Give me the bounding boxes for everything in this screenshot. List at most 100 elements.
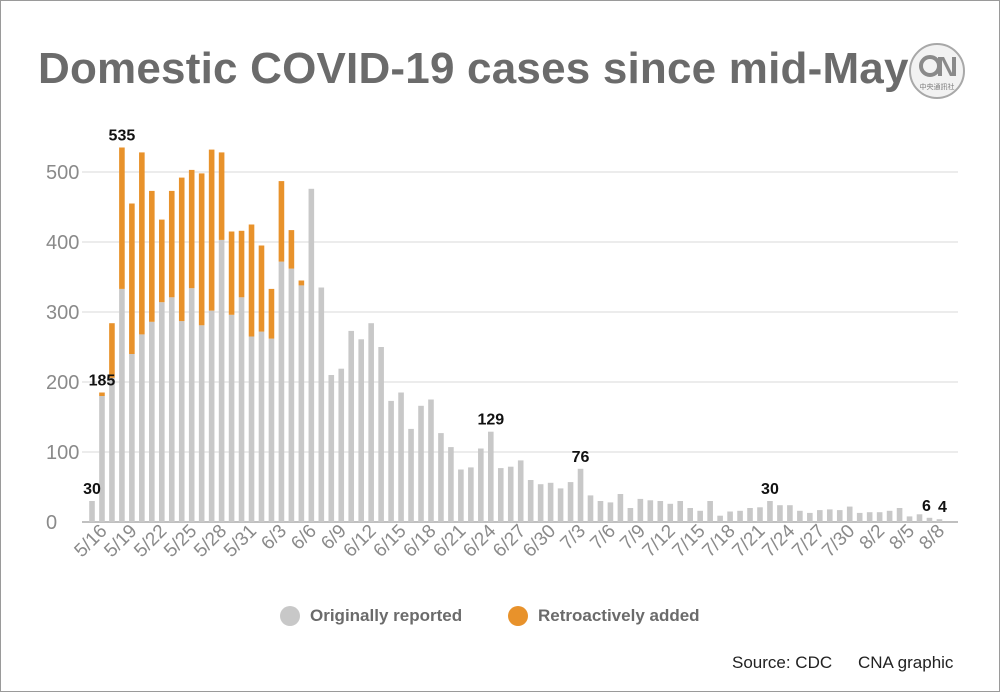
bar-originally-reported [767, 501, 773, 522]
bar-originally-reported [178, 321, 185, 522]
bar-originally-reported [637, 498, 644, 522]
bar-originally-reported [99, 396, 105, 522]
bar-originally-reported [557, 488, 564, 522]
bar-retroactively-added [168, 190, 175, 298]
bar-originally-reported [378, 347, 384, 522]
bar-originally-reported [149, 321, 155, 522]
bar-retroactively-added [248, 224, 255, 337]
bar-retroactively-added [298, 280, 305, 286]
bar-originally-reported [737, 510, 743, 522]
bar-originally-reported [567, 482, 574, 522]
x-tick-label: 6/3 [257, 521, 291, 555]
source-note: Source: CDC [732, 653, 833, 672]
legend-label: Originally reported [310, 606, 463, 625]
bar-originally-reported [777, 505, 783, 522]
bar-originally-reported [926, 517, 933, 522]
bar-originally-reported [866, 512, 873, 522]
bar-retroactively-added [158, 219, 165, 303]
bar-originally-reported [627, 508, 634, 522]
bar-originally-reported [478, 448, 484, 522]
bar-originally-reported [876, 512, 883, 522]
bar-originally-reported [807, 512, 813, 522]
bar-originally-reported [797, 510, 803, 522]
bar-originally-reported [687, 508, 693, 522]
bar-originally-reported [428, 399, 434, 522]
bar-originally-reported [198, 325, 205, 522]
bar-originally-reported [228, 314, 235, 522]
bars [89, 147, 943, 523]
bar-retroactively-added [268, 288, 275, 339]
bar-originally-reported [667, 503, 674, 522]
x-axis-ticks: 5/165/195/225/255/285/316/36/66/96/126/1… [71, 520, 949, 561]
y-tick-label: 200 [46, 372, 79, 394]
bar-retroactively-added [109, 323, 115, 378]
bar-originally-reported [757, 507, 763, 522]
bar-originally-reported [218, 239, 225, 522]
bar-originally-reported [288, 268, 295, 522]
data-labels: 30 185 535 129 76 30 6 4 [83, 128, 947, 517]
bar-originally-reported [438, 433, 444, 522]
x-tick-label: 8/5 [886, 521, 920, 555]
bar-originally-reported [577, 468, 584, 522]
bar-retroactively-added [258, 245, 265, 332]
y-tick-label: 500 [46, 162, 79, 184]
y-tick-label: 0 [46, 512, 57, 534]
bar-originally-reported [537, 484, 544, 522]
bar-originally-reported [158, 302, 165, 522]
bar-originally-reported [448, 447, 454, 522]
bar-retroactively-added [278, 181, 285, 262]
bar-originally-reported [188, 288, 195, 522]
bar-originally-reported [89, 501, 95, 522]
bar-originally-reported [208, 310, 215, 522]
bar-retroactively-added [238, 230, 245, 298]
bar-originally-reported [727, 511, 733, 522]
bar-originally-reported [886, 510, 893, 522]
x-tick-label: 6/30 [519, 521, 560, 562]
bar-originally-reported [388, 400, 394, 522]
bar-originally-reported [328, 375, 335, 522]
bar-originally-reported [647, 500, 654, 522]
bar-retroactively-added [119, 147, 125, 289]
data-label: 185 [89, 373, 116, 390]
bar-originally-reported [298, 285, 305, 522]
bar-originally-reported [338, 368, 345, 522]
bar-originally-reported [697, 510, 703, 522]
bar-chart: 0 100 200 300 400 500 5/165/195/225/255/285/3… [46, 128, 958, 562]
bar-retroactively-added [129, 203, 135, 354]
bar-originally-reported [547, 482, 554, 522]
legend-retroactively-added: Retroactively added [508, 606, 700, 626]
bar-originally-reported [717, 515, 723, 522]
bar-originally-reported [916, 514, 923, 522]
bar-originally-reported [856, 512, 863, 522]
bar-originally-reported [139, 334, 145, 522]
bar-retroactively-added [198, 173, 205, 326]
bar-originally-reported [836, 510, 843, 522]
y-tick-label: 300 [46, 302, 79, 324]
bar-originally-reported [308, 188, 315, 523]
bar-retroactively-added [99, 392, 105, 396]
x-tick-label: 7/3 [557, 521, 591, 555]
bar-originally-reported [458, 469, 464, 522]
bar-retroactively-added [208, 149, 215, 311]
bar-originally-reported [248, 336, 255, 522]
bar-originally-reported [168, 297, 175, 522]
bar-retroactively-added [178, 177, 185, 322]
bar-originally-reported [657, 501, 664, 522]
bar-originally-reported [817, 510, 823, 522]
bar-originally-reported [468, 467, 474, 522]
bar-originally-reported [517, 460, 524, 522]
x-tick-label: 7/30 [818, 521, 859, 562]
bar-originally-reported [418, 405, 424, 522]
bar-originally-reported [846, 506, 853, 522]
bar-retroactively-added [139, 152, 145, 335]
data-label: 4 [938, 499, 947, 516]
bar-originally-reported [677, 501, 684, 522]
x-tick-label: 8/8 [915, 521, 949, 555]
data-label: 129 [477, 412, 504, 429]
bar-originally-reported [507, 466, 514, 522]
bar-originally-reported [129, 354, 135, 522]
x-tick-label: 8/2 [856, 521, 890, 555]
bar-originally-reported [408, 428, 414, 522]
bar-originally-reported [527, 480, 534, 522]
data-label: 30 [761, 481, 779, 498]
